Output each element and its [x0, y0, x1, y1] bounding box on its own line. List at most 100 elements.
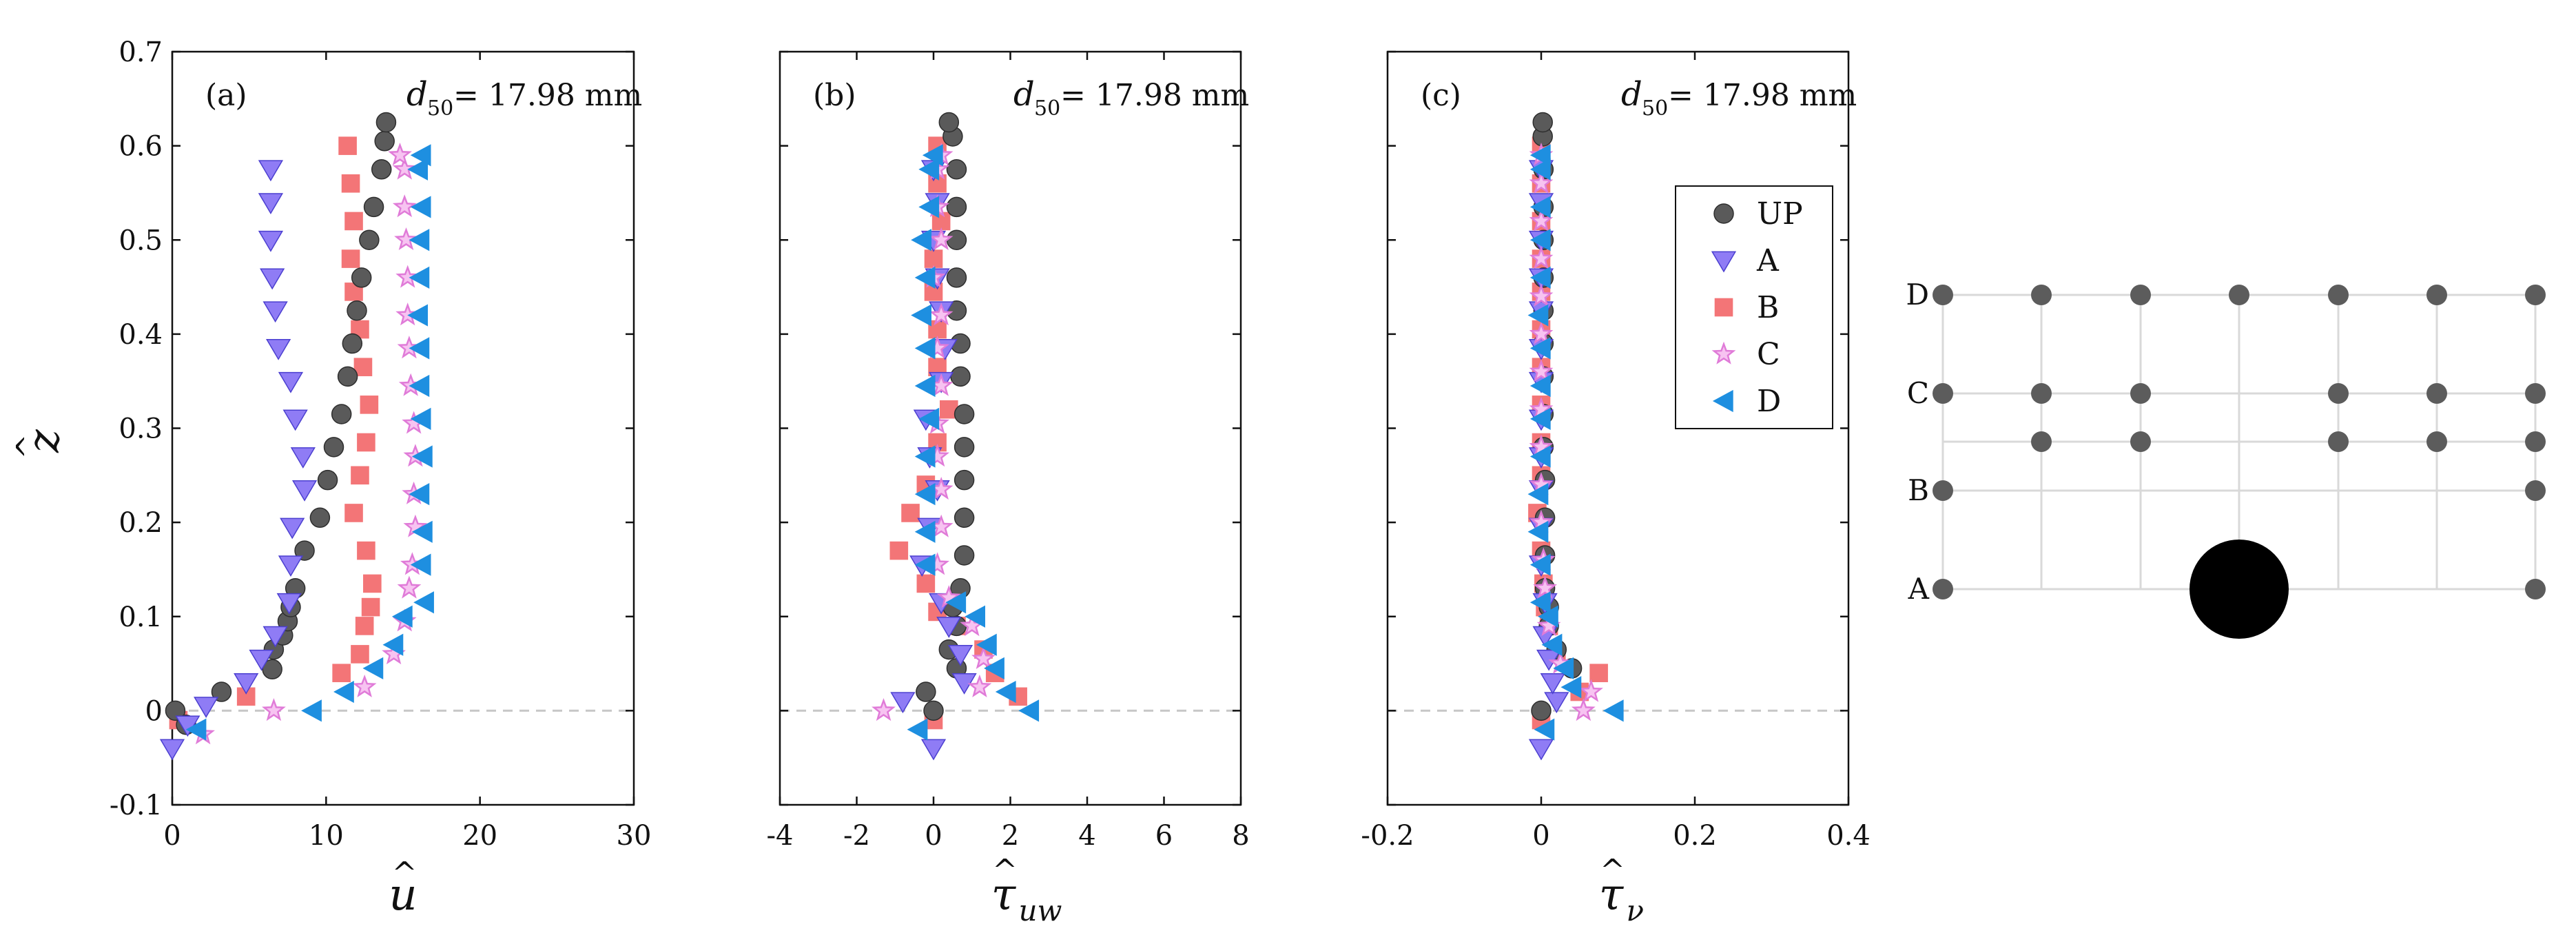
- data-point-D: [945, 591, 967, 614]
- data-point-C: [929, 302, 954, 326]
- data-point-A: [290, 447, 316, 469]
- data-point-UP: [916, 681, 936, 702]
- x-tick-label: 0.4: [1826, 820, 1871, 852]
- data-point-D: [409, 266, 430, 289]
- data-point-B: [351, 466, 369, 485]
- data-point-A: [936, 617, 962, 638]
- data-point-A: [194, 697, 219, 718]
- legend-entry-D: D: [1712, 384, 1781, 419]
- data-point-D: [1527, 520, 1549, 543]
- legend-label: A: [1756, 243, 1780, 278]
- legend-marker-C: [1711, 341, 1736, 365]
- measurement-point-C2: [2031, 431, 2052, 452]
- series-B: [169, 136, 382, 730]
- schematic-row-label-B: B: [1908, 473, 1929, 507]
- d50-value: = 17.98 mm: [1060, 78, 1249, 113]
- series-D: [185, 144, 434, 741]
- y-tick-label: -0.1: [110, 790, 163, 821]
- data-point-B: [360, 396, 379, 414]
- data-point-UP: [954, 469, 975, 491]
- measurement-point-C: [1933, 383, 1953, 404]
- data-point-C: [971, 646, 996, 669]
- measurement-point-D: [2328, 285, 2349, 305]
- data-point-D: [410, 196, 431, 218]
- data-point-D: [1529, 553, 1551, 576]
- x-tick-label: -4: [767, 820, 794, 852]
- data-point-D: [965, 605, 986, 628]
- legend-label: B: [1757, 290, 1779, 325]
- series-D: [907, 144, 1040, 741]
- series-B: [889, 136, 1027, 730]
- data-point-B: [1589, 664, 1608, 683]
- data-point-A: [280, 517, 305, 540]
- x-axis-label-hat: ^: [1600, 853, 1625, 888]
- data-point-D: [1541, 633, 1563, 656]
- data-point-A: [890, 692, 916, 714]
- x-tick-label: 0.2: [1673, 820, 1717, 852]
- data-point-UP: [211, 681, 232, 702]
- measurement-point-C2: [2130, 431, 2151, 452]
- x-axis-label-subscript: ν: [1627, 894, 1645, 927]
- data-point-C: [929, 227, 954, 251]
- measurement-point-C2: [2426, 431, 2447, 452]
- data-point-UP: [347, 300, 367, 321]
- legend-marker-A: [1711, 251, 1737, 273]
- data-point-D: [1527, 483, 1549, 506]
- data-point-D: [410, 144, 431, 167]
- data-point-D: [911, 304, 931, 327]
- data-point-UP: [337, 366, 358, 387]
- cylinder-obstacle: [2189, 540, 2289, 639]
- data-point-A: [291, 480, 318, 502]
- data-point-C: [392, 156, 417, 180]
- data-point-UP: [342, 333, 363, 354]
- data-point-A: [1544, 692, 1569, 714]
- data-point-D: [185, 718, 207, 741]
- data-point-B: [344, 212, 363, 231]
- measurement-point-D: [2426, 285, 2447, 305]
- data-point-D: [413, 591, 434, 614]
- data-point-D: [1560, 676, 1582, 699]
- measurement-point-A: [2525, 579, 2546, 599]
- data-point-D: [918, 407, 940, 430]
- x-tick-label: 0: [163, 820, 181, 852]
- panel-label: (c): [1421, 78, 1461, 113]
- legend-label: UP: [1757, 196, 1803, 232]
- data-point-C: [1579, 679, 1603, 702]
- data-point-D: [362, 657, 384, 679]
- data-point-UP: [946, 229, 967, 250]
- data-point-D: [914, 266, 936, 289]
- data-point-A: [249, 649, 274, 671]
- x-axis-label: τ: [991, 870, 1017, 921]
- data-point-B: [341, 174, 360, 193]
- data-point-D: [1529, 266, 1551, 289]
- data-point-D: [1529, 229, 1551, 252]
- data-point-UP: [946, 267, 967, 288]
- data-point-B: [889, 541, 909, 560]
- d50-subscript: 50: [1034, 96, 1060, 121]
- data-point-UP: [323, 437, 344, 458]
- data-point-B: [341, 249, 360, 268]
- x-axis-label: τ: [1599, 870, 1625, 921]
- data-point-A: [234, 673, 259, 695]
- data-point-C: [1529, 171, 1554, 194]
- measurement-point-C: [2031, 383, 2052, 404]
- series-D: [1527, 144, 1624, 741]
- data-point-C: [1571, 698, 1596, 721]
- data-point-C: [1529, 283, 1554, 307]
- data-point-D: [1538, 605, 1558, 628]
- measurement-point-D: [2525, 285, 2546, 305]
- data-point-D: [1529, 144, 1551, 167]
- data-point-A: [282, 409, 308, 431]
- data-point-D: [914, 520, 936, 543]
- data-point-UP: [1532, 112, 1553, 133]
- data-point-UP: [309, 507, 331, 529]
- data-point-UP: [938, 112, 960, 133]
- data-point-C: [1529, 246, 1554, 269]
- measurement-point-B: [2525, 480, 2546, 501]
- series-A: [159, 160, 318, 761]
- schematic-row-label-A: A: [1908, 572, 1930, 606]
- y-tick-label: 0.5: [119, 225, 163, 256]
- legend-entry-B: B: [1714, 290, 1779, 325]
